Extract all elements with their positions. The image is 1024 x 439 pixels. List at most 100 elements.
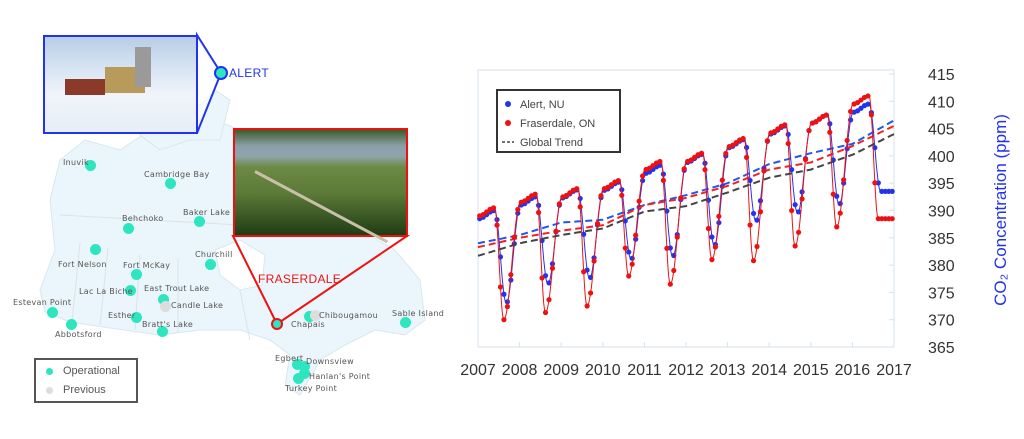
station-marker[interactable] [84,159,96,171]
legend-swatch [505,120,511,126]
data-point [643,166,649,173]
data-point [549,265,556,271]
data-point [591,255,597,261]
data-point [681,166,687,172]
station-label: Downsview [306,357,354,366]
data-point [782,123,788,129]
station-marker[interactable] [309,309,321,321]
station-marker[interactable] [122,222,134,234]
data-point [546,297,552,303]
data-point [598,193,604,199]
seasonal-line-0 [478,103,894,305]
data-point [733,140,739,146]
data-point [657,162,663,168]
station-marker[interactable] [159,300,171,312]
data-point [487,209,493,215]
y-tick-label: 385 [928,231,955,248]
data-point [743,154,750,160]
data-point [622,218,628,224]
data-point [764,138,770,144]
data-point [657,158,663,165]
data-point [754,217,760,223]
station-marker[interactable] [130,311,142,323]
data-point [820,113,826,120]
data-point [882,188,888,194]
station-marker[interactable] [193,215,205,227]
data-point [799,196,805,202]
data-point [785,140,791,147]
station-marker[interactable] [89,243,101,255]
fraserdale-marker[interactable] [271,318,283,330]
data-point [764,138,770,144]
legend-operational: Operational [46,365,120,377]
x-tick-label: 2013 [710,362,746,379]
data-point [591,258,597,264]
station-label: Estevan Point [13,298,72,307]
y-tick-label: 410 [928,94,955,111]
data-point [504,304,510,310]
data-point [608,182,614,188]
data-point [678,195,684,201]
alert-station-photo [43,35,198,134]
y-tick-label: 390 [928,204,955,221]
data-point [768,131,774,137]
data-point [802,155,809,162]
data-point [542,309,549,316]
station-marker[interactable] [157,293,169,305]
legend-label: Alert, NU [520,99,565,111]
data-point [570,188,576,194]
data-point [813,119,819,125]
data-point [612,181,618,187]
station-marker[interactable] [164,177,176,189]
station-marker[interactable] [399,316,411,328]
data-point [868,109,874,116]
data-point [553,228,559,234]
data-point [612,179,618,185]
station-marker[interactable] [298,367,310,379]
data-point [691,154,698,160]
data-point [615,177,621,184]
data-point [504,299,510,305]
station-marker[interactable] [292,372,304,384]
data-point [768,130,774,136]
data-point [477,216,483,222]
trend-line-0 [477,119,895,245]
station-label: Chapais [291,320,326,329]
station-marker[interactable] [130,268,142,280]
data-point [532,191,538,197]
data-point [882,216,888,222]
data-point [799,189,805,195]
data-point [570,187,576,193]
station-marker[interactable] [204,258,216,270]
data-point [653,160,660,166]
operational-swatch [46,367,53,375]
station-marker[interactable] [46,306,58,318]
trend-line-1 [477,124,895,249]
data-point [674,234,680,240]
station-label: Churchill [195,250,233,259]
station-marker[interactable] [291,358,303,370]
fraserdale-label: FRASERDALE [258,272,342,286]
data-point [650,162,656,169]
station-marker[interactable] [65,318,77,330]
trend-line-2 [477,133,895,257]
alert-marker[interactable] [214,66,228,80]
data-point [480,211,486,218]
data-point [556,202,562,208]
station-marker[interactable] [124,284,136,296]
legend-previous-label: Previous [63,384,106,396]
data-point [872,145,878,151]
seasonal-line-1 [478,95,894,321]
y-tick-label: 405 [928,122,955,139]
data-point [671,267,677,274]
data-point [847,117,854,123]
data-point [660,177,666,183]
data-point [702,160,708,166]
station-marker[interactable] [298,360,310,372]
data-point [813,119,819,125]
data-point [525,198,531,204]
station-marker[interactable] [303,310,315,322]
data-point [854,108,861,114]
data-point [594,220,601,227]
station-marker[interactable] [156,325,168,337]
